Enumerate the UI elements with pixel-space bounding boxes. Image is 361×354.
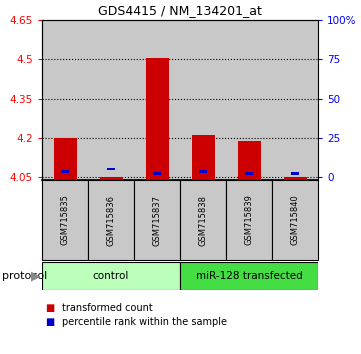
Bar (153, 172, 161, 175)
Text: ■: ■ (45, 303, 55, 313)
Text: GSM715837: GSM715837 (152, 194, 161, 246)
Text: ▶: ▶ (31, 269, 40, 282)
Bar (100, 177, 122, 180)
Bar (283, 177, 306, 180)
Bar (191, 135, 214, 180)
Bar (272, 20, 318, 180)
Bar (134, 20, 180, 180)
Bar (238, 141, 261, 180)
Text: percentile rank within the sample: percentile rank within the sample (62, 317, 227, 327)
Bar (180, 262, 318, 290)
Bar (199, 170, 207, 173)
Text: miR-128 transfected: miR-128 transfected (196, 271, 303, 281)
Bar (180, 180, 226, 260)
Bar (88, 20, 134, 180)
Text: protocol: protocol (2, 271, 47, 281)
Text: GSM715836: GSM715836 (106, 194, 116, 246)
Bar (291, 172, 299, 175)
Text: ■: ■ (45, 317, 55, 327)
Bar (107, 168, 115, 170)
Bar (88, 180, 134, 260)
Bar (226, 180, 272, 260)
Text: GSM715838: GSM715838 (199, 194, 208, 246)
Bar (53, 137, 77, 180)
Text: GSM715839: GSM715839 (244, 195, 253, 245)
Bar (226, 20, 272, 180)
Bar (61, 170, 69, 173)
Text: transformed count: transformed count (62, 303, 153, 313)
Text: GSM715835: GSM715835 (61, 195, 70, 245)
Bar (134, 180, 180, 260)
Title: GDS4415 / NM_134201_at: GDS4415 / NM_134201_at (98, 5, 262, 17)
Text: GSM715840: GSM715840 (291, 195, 300, 245)
Bar (42, 180, 88, 260)
Bar (180, 20, 226, 180)
Bar (42, 20, 88, 180)
Bar (272, 180, 318, 260)
Bar (145, 58, 169, 180)
Text: control: control (93, 271, 129, 281)
Bar (42, 262, 180, 290)
Bar (245, 172, 253, 175)
